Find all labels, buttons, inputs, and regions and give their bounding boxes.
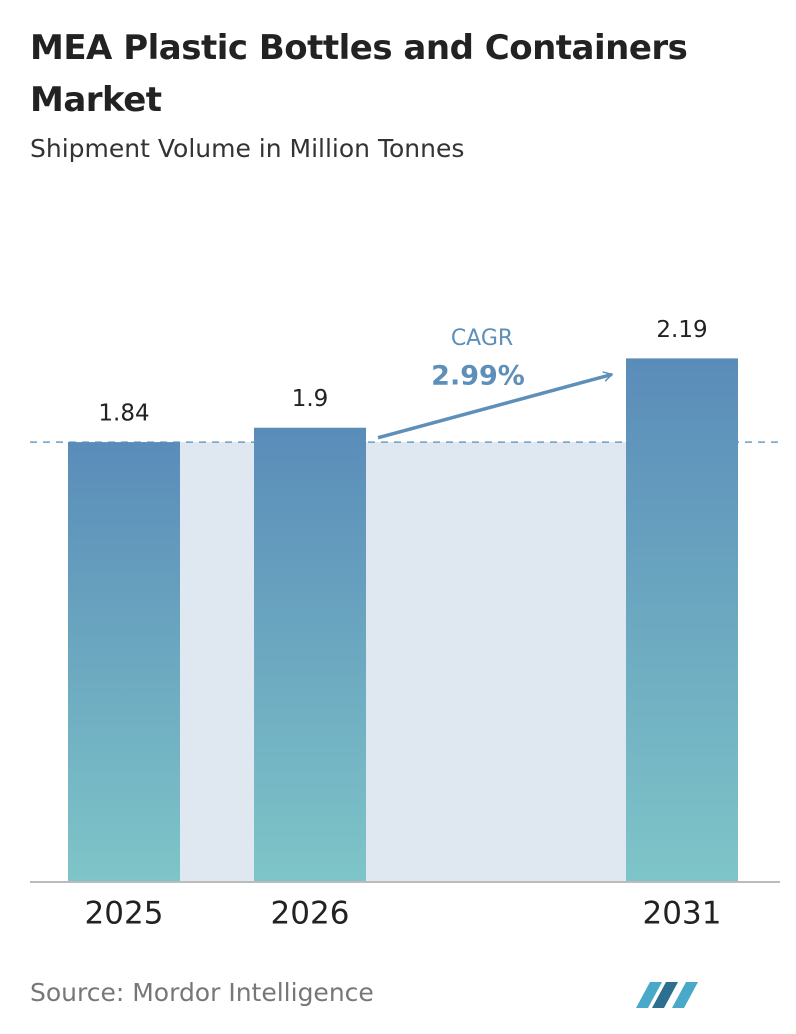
x-tick-label: 2025 [85, 896, 164, 932]
bar [626, 358, 738, 883]
bar [254, 427, 366, 882]
x-tick-label: 2031 [643, 896, 722, 932]
bars-layer [68, 358, 738, 883]
annotation: CAGR [451, 326, 513, 351]
shaded-area [124, 442, 682, 882]
cagr-arrow [377, 371, 614, 440]
value-label: 1.9 [292, 386, 329, 412]
bar [68, 442, 180, 882]
x-tick-label: 2026 [271, 896, 350, 932]
value-label: 2.19 [656, 317, 707, 343]
source: Source: Mordor Intelligence [30, 978, 374, 1007]
chart-subtitle: Shipment Volume in Million Tonnes [30, 134, 465, 163]
value-label: 1.84 [98, 401, 149, 427]
chart-title: MEA Plastic Bottles and Containers Marke… [30, 28, 688, 120]
logo [636, 982, 698, 1008]
background-layer [30, 441, 780, 882]
annotation: 2.99% [431, 361, 525, 392]
